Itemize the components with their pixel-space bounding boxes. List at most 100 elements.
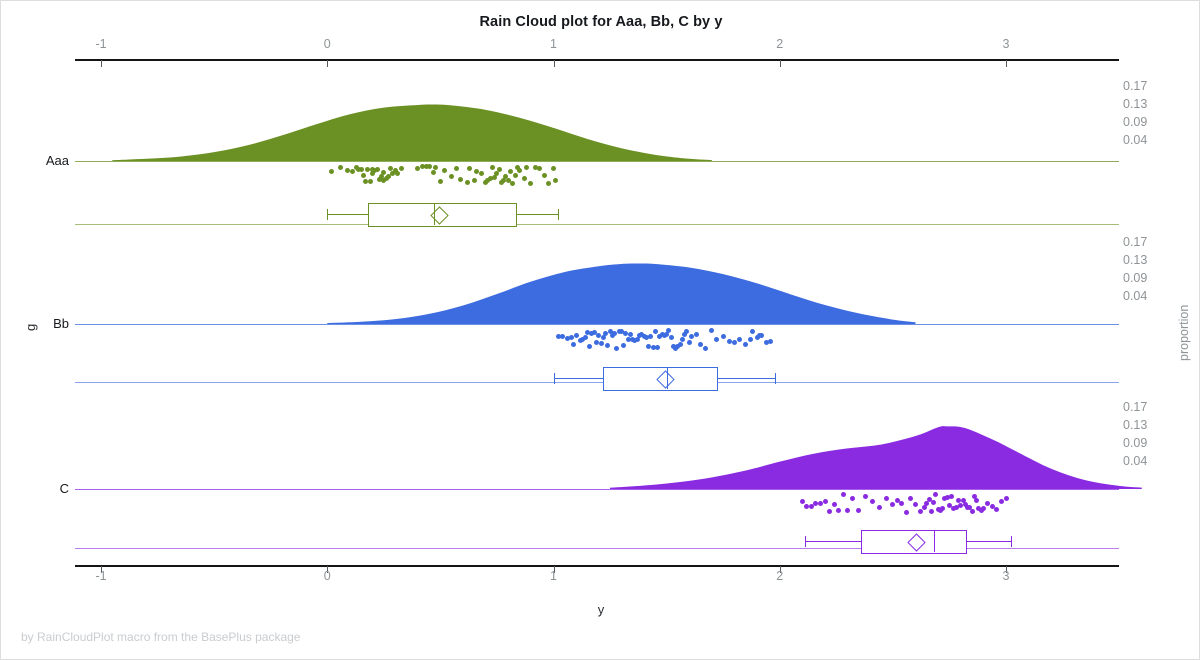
- axis-tick: [779, 566, 781, 573]
- data-point: [571, 341, 577, 347]
- data-point: [374, 166, 380, 172]
- data-point: [894, 497, 900, 503]
- data-point: [827, 508, 833, 514]
- data-point: [582, 334, 588, 340]
- data-point: [338, 165, 344, 171]
- data-point: [648, 334, 654, 340]
- data-point: [646, 344, 652, 350]
- data-point: [702, 345, 708, 351]
- data-point: [856, 508, 862, 514]
- data-point: [849, 495, 855, 501]
- data-point: [379, 174, 385, 180]
- boxplot-whisker-cap-max: [775, 373, 777, 384]
- proportion-tick-label: 0.17: [1123, 400, 1148, 414]
- data-point: [913, 502, 918, 508]
- data-point: [607, 329, 613, 335]
- group-label-bb: Bb: [53, 316, 69, 331]
- proportion-axis-title: proportion: [1177, 304, 1191, 361]
- data-point: [679, 337, 685, 343]
- data-point: [953, 505, 959, 511]
- data-point: [949, 494, 955, 500]
- bottom-axis-line: [75, 565, 1119, 567]
- group-label-aaa: Aaa: [45, 153, 69, 168]
- axis-tick-label: 0: [323, 37, 331, 51]
- proportion-tick-label: 0.04: [1123, 289, 1148, 303]
- data-point: [974, 498, 980, 504]
- data-point: [465, 180, 471, 186]
- data-point: [358, 166, 364, 172]
- data-point: [944, 494, 950, 500]
- data-point: [759, 333, 765, 339]
- boxplot-box: [367, 203, 518, 227]
- data-point: [553, 177, 559, 183]
- proportion-tick-label: 0.17: [1123, 79, 1148, 93]
- data-point: [845, 508, 851, 514]
- proportion-tick-label: 0.04: [1123, 133, 1148, 147]
- data-point: [367, 178, 373, 184]
- data-point: [569, 335, 575, 341]
- data-point: [471, 177, 477, 183]
- data-point: [924, 501, 930, 507]
- data-point: [625, 336, 631, 342]
- data-point: [967, 505, 973, 511]
- data-point: [494, 171, 500, 177]
- data-point: [736, 336, 742, 342]
- axis-tick: [779, 60, 781, 67]
- data-point: [971, 494, 977, 500]
- data-point: [668, 334, 674, 340]
- data-point: [652, 328, 658, 334]
- data-point: [489, 165, 495, 171]
- data-point: [349, 168, 355, 174]
- data-point: [899, 500, 905, 506]
- data-point: [763, 340, 769, 346]
- data-point: [485, 178, 491, 184]
- data-point: [804, 503, 810, 509]
- data-point: [682, 332, 688, 338]
- axis-tick-label: 1: [550, 569, 557, 583]
- boxplot-whisker-cap-min: [553, 373, 555, 384]
- data-point: [937, 508, 943, 514]
- data-point: [560, 334, 566, 340]
- page-title: Rain Cloud plot for Aaa, Bb, C by y: [479, 14, 723, 30]
- data-point: [908, 495, 914, 501]
- axis-tick: [327, 60, 329, 67]
- data-point: [836, 507, 842, 513]
- data-point: [627, 332, 633, 338]
- proportion-tick-label: 0.04: [1123, 454, 1148, 468]
- data-point: [743, 342, 749, 348]
- x-axis-title: y: [597, 602, 605, 617]
- data-point: [614, 345, 620, 351]
- data-point: [998, 498, 1004, 504]
- data-point: [883, 495, 889, 501]
- data-point: [822, 499, 828, 505]
- data-point: [546, 181, 552, 187]
- data-point: [960, 497, 966, 503]
- axis-tick-label: 3: [1002, 37, 1010, 51]
- data-point: [903, 509, 909, 515]
- data-point: [989, 503, 995, 509]
- g-axis-title: g: [23, 323, 38, 331]
- proportion-tick-label: 0.13: [1123, 97, 1148, 111]
- data-point: [528, 180, 534, 186]
- data-point: [431, 170, 437, 176]
- data-point: [591, 330, 597, 336]
- data-point: [677, 341, 683, 347]
- data-point: [517, 168, 523, 174]
- data-point: [376, 177, 382, 183]
- data-point: [808, 503, 814, 509]
- data-point: [433, 165, 439, 171]
- data-point: [512, 172, 518, 178]
- proportion-tick-label: 0.09: [1123, 436, 1148, 450]
- data-point: [345, 168, 351, 174]
- axis-tick: [1006, 60, 1007, 67]
- data-point: [555, 334, 561, 340]
- data-point: [449, 173, 455, 179]
- data-point: [754, 335, 760, 341]
- data-point: [666, 328, 672, 334]
- data-point: [713, 337, 719, 343]
- axis-tick: [553, 60, 555, 67]
- data-point: [980, 505, 986, 511]
- data-point: [505, 178, 511, 184]
- data-point: [612, 331, 618, 337]
